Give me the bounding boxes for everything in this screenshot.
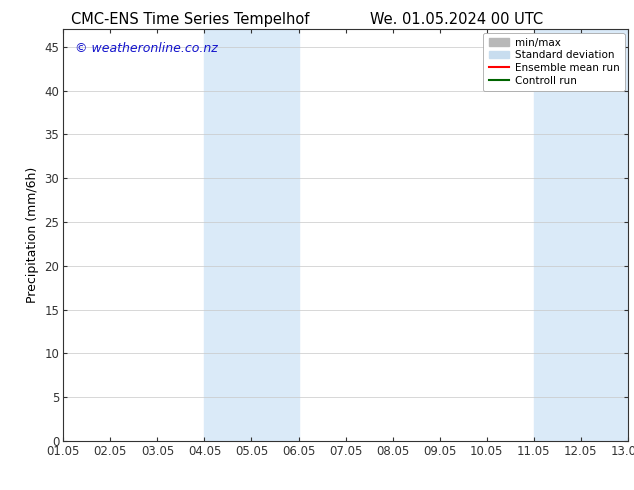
Text: CMC-ENS Time Series Tempelhof: CMC-ENS Time Series Tempelhof <box>71 12 309 27</box>
Text: © weatheronline.co.nz: © weatheronline.co.nz <box>75 42 217 55</box>
Bar <box>534 29 628 441</box>
Text: We. 01.05.2024 00 UTC: We. 01.05.2024 00 UTC <box>370 12 543 27</box>
Bar <box>204 29 299 441</box>
Legend: min/max, Standard deviation, Ensemble mean run, Controll run: min/max, Standard deviation, Ensemble me… <box>483 32 624 91</box>
Y-axis label: Precipitation (mm/6h): Precipitation (mm/6h) <box>26 167 39 303</box>
